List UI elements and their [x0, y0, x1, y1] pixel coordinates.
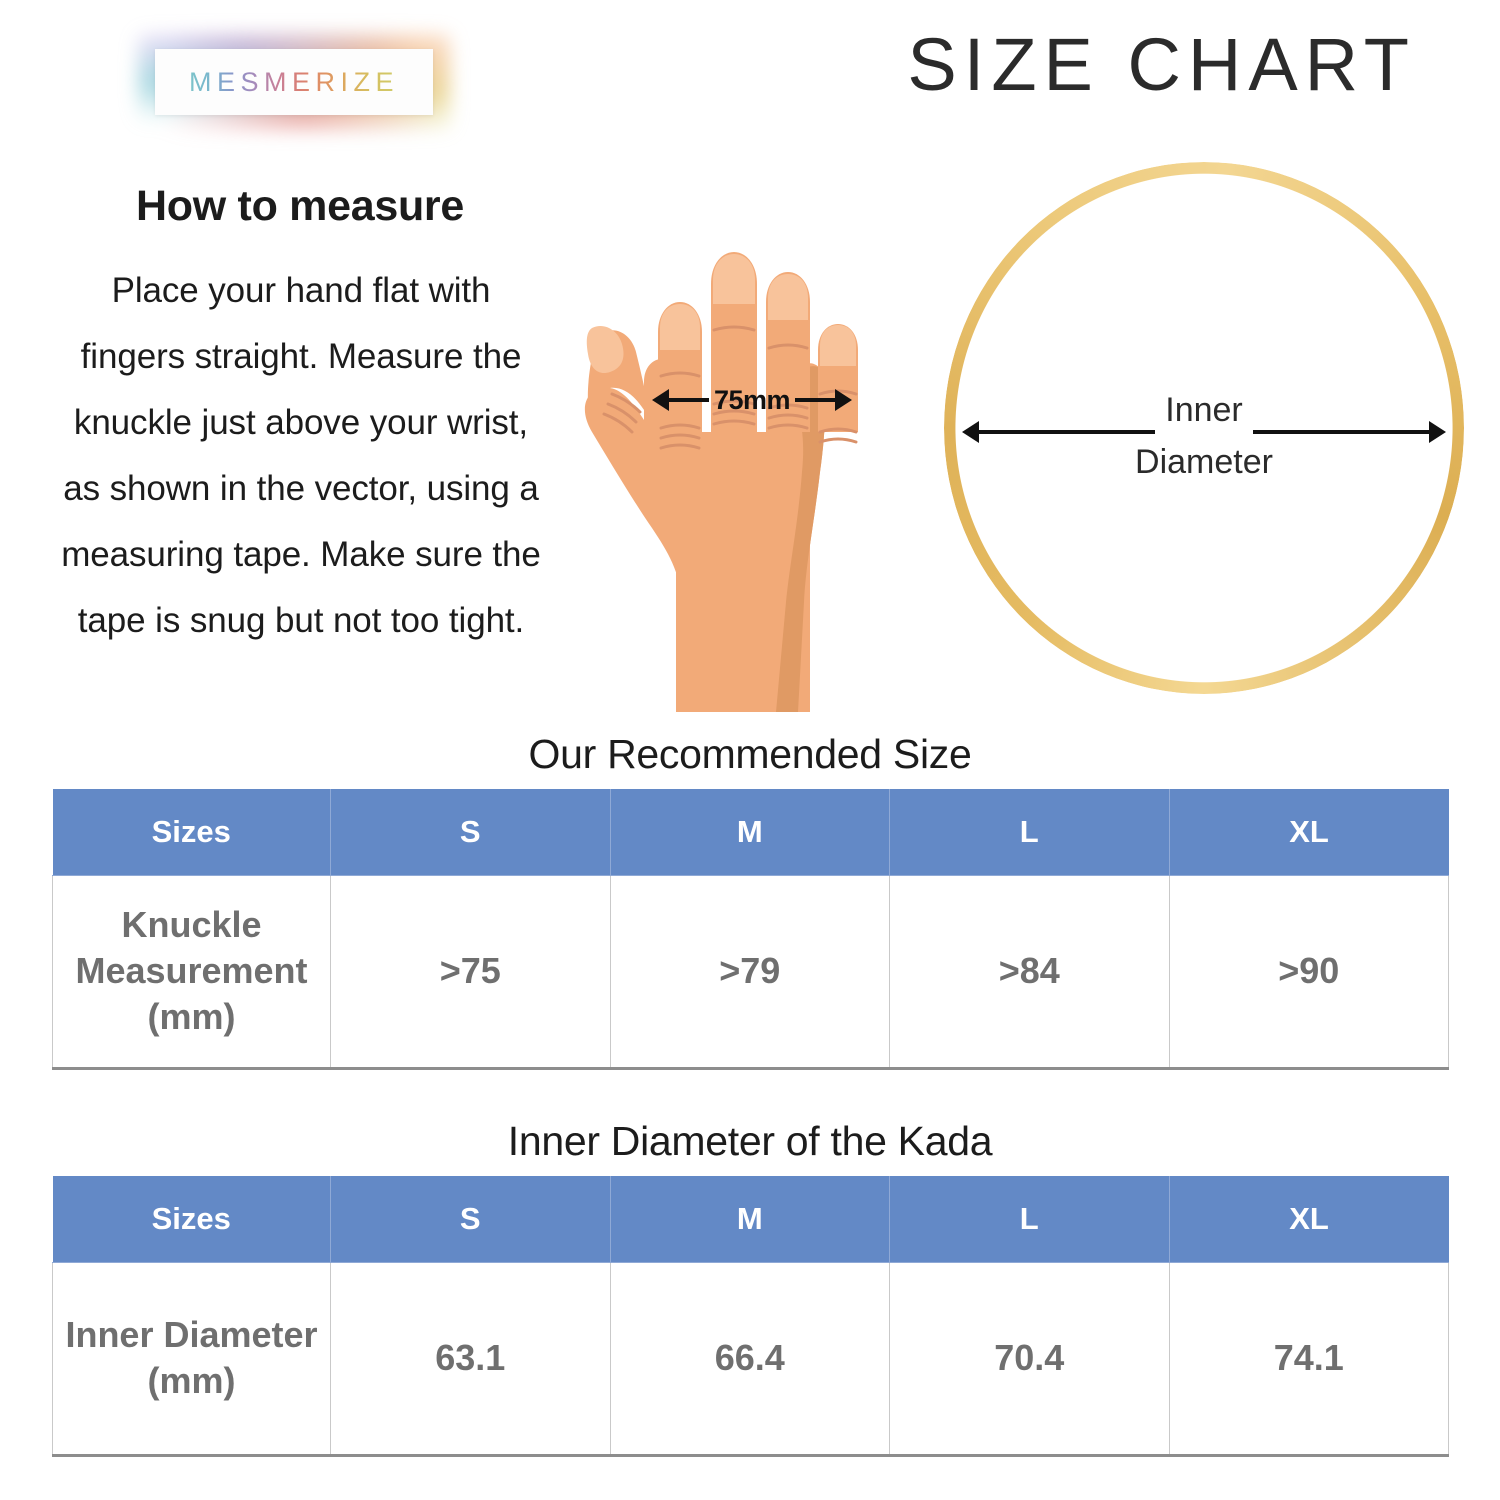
- arrow-right-icon: [835, 389, 853, 411]
- arrow-right-icon: [1429, 421, 1446, 443]
- hand-shape: [584, 252, 858, 712]
- hand-illustration: [548, 132, 898, 712]
- col-header-m: M: [610, 1176, 890, 1263]
- table-head: Sizes S M L XL: [52, 789, 1449, 876]
- arrow-left-icon: [962, 421, 979, 443]
- col-header-s: S: [330, 1176, 611, 1263]
- col-header-xl: XL: [1169, 789, 1449, 876]
- col-header-sizes: Sizes: [52, 789, 331, 876]
- how-to-measure-heading: How to measure: [136, 182, 464, 230]
- recommended-size-table: Sizes S M L XL Knuckle Measurement (mm) …: [52, 789, 1449, 1070]
- col-header-sizes: Sizes: [52, 1176, 331, 1263]
- table-row: Knuckle Measurement (mm) >75 >79 >84 >90: [52, 875, 1449, 1070]
- hand-svg: [584, 252, 858, 712]
- col-header-xl: XL: [1169, 1176, 1449, 1263]
- table-caption-inner-diameter: Inner Diameter of the Kada: [507, 1118, 993, 1164]
- table-caption-recommended-size: Our Recommended Size: [528, 731, 972, 777]
- col-header-s: S: [330, 789, 611, 876]
- logo-text: MESMERIZE: [188, 66, 399, 97]
- col-header-l: L: [889, 1176, 1170, 1263]
- arrow-line-left: [669, 398, 709, 402]
- inner-diameter-table: Sizes S M L XL Inner Diameter (mm) 63.1 …: [52, 1176, 1449, 1457]
- finger-creases: [602, 325, 858, 450]
- table-row: Inner Diameter (mm) 63.1 66.4 70.4 74.1: [52, 1262, 1449, 1457]
- col-header-m: M: [610, 789, 890, 876]
- arrow-left-icon: [652, 389, 669, 411]
- cell-diameter-l: 70.4: [889, 1262, 1170, 1457]
- brand-logo: MESMERIZE: [138, 34, 450, 130]
- cell-diameter-xl: 74.1: [1168, 1262, 1449, 1457]
- kada-ring-illustration: Inner Diameter: [944, 162, 1464, 694]
- cell-knuckle-l: >84: [889, 875, 1170, 1070]
- table-header-row: Sizes S M L XL: [52, 1176, 1449, 1263]
- logo-card: MESMERIZE: [155, 49, 433, 115]
- how-to-measure-body: Place your hand flat with fingers straig…: [61, 271, 541, 640]
- arrow-line-right: [795, 398, 836, 402]
- cell-knuckle-xl: >90: [1168, 875, 1449, 1070]
- cell-knuckle-m: >79: [609, 875, 890, 1070]
- table-body: Knuckle Measurement (mm) >75 >79 >84 >90: [52, 875, 1449, 1070]
- inner-diameter-line1: Inner: [1155, 384, 1253, 436]
- col-header-l: L: [889, 789, 1170, 876]
- inner-diameter-label: Inner Diameter: [944, 384, 1464, 488]
- inner-diameter-line2: Diameter: [1125, 436, 1283, 488]
- table-body: Inner Diameter (mm) 63.1 66.4 70.4 74.1: [52, 1262, 1449, 1457]
- cell-diameter-m: 66.4: [609, 1262, 890, 1457]
- knuckle-measure-arrow: 75mm: [652, 378, 853, 422]
- cell-diameter-s: 63.1: [330, 1262, 611, 1457]
- table-header-row: Sizes S M L XL: [52, 789, 1449, 876]
- cell-knuckle-s: >75: [330, 875, 611, 1070]
- row-label-inner-diameter: Inner Diameter (mm): [52, 1262, 331, 1457]
- measurement-value: 75mm: [713, 384, 791, 415]
- page-title: SIZE CHART: [907, 23, 1416, 106]
- row-label-knuckle-measurement: Knuckle Measurement (mm): [52, 875, 331, 1070]
- table-head: Sizes S M L XL: [52, 1176, 1449, 1263]
